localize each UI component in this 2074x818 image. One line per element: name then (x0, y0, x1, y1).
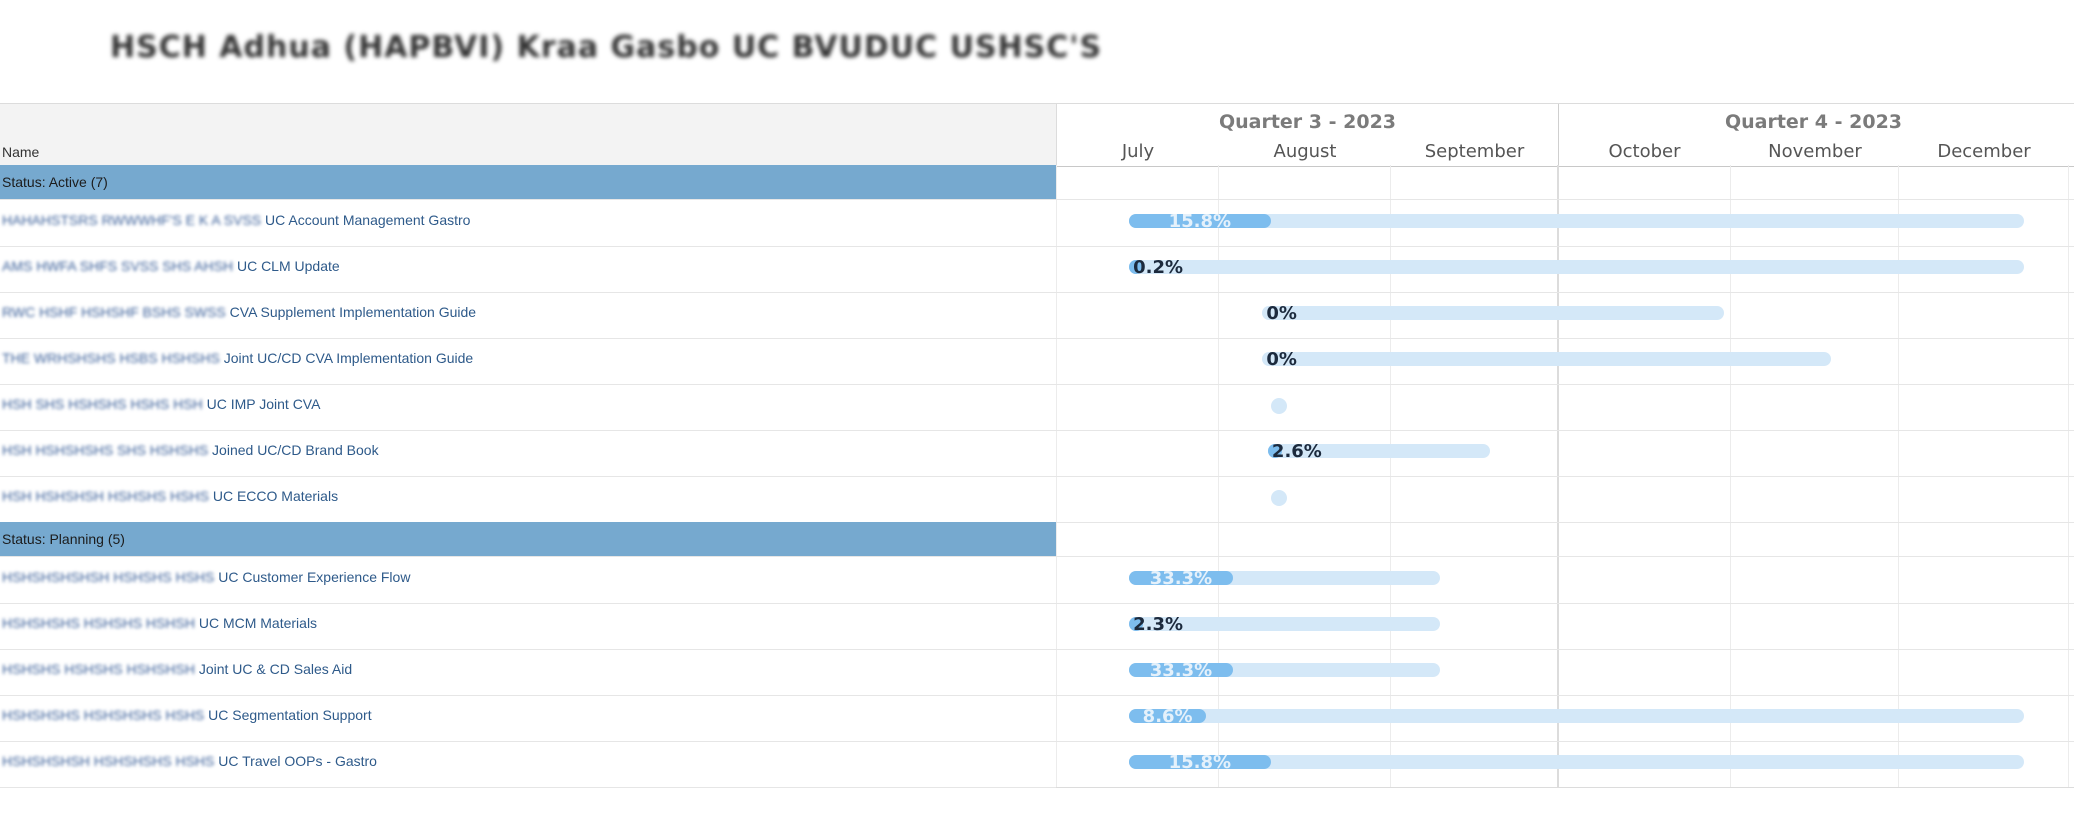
month-label: September (1424, 141, 1525, 162)
task-label: Joined UC/CD Brand Book (208, 442, 379, 458)
task-row[interactable]: HSHSHS HSHSHS HSHSHSH Joint UC & CD Sale… (0, 649, 2074, 696)
task-prefix: HSHSHS HSHSHS HSHSHSH (2, 661, 195, 677)
month-label: July (1121, 141, 1155, 162)
task-name[interactable]: HSHSHSHS HSHSHSHS HSHS UC Segmentation S… (2, 707, 372, 723)
task-progress-fill (1129, 214, 1271, 228)
month-label: November (1768, 141, 1862, 162)
group-band: Status: Active (7) (0, 165, 1056, 199)
group-band: Status: Planning (5) (0, 522, 1056, 556)
task-bar[interactable]: 8.6% (1129, 706, 2025, 727)
task-label: UC Travel OOPs - Gastro (214, 753, 377, 769)
task-row[interactable]: THE WRHSHSHS HSBS HSHSHS Joint UC/CD CVA… (0, 338, 2074, 385)
task-progress-label: 15.8% (1168, 211, 1232, 232)
task-label: Joint UC & CD Sales Aid (194, 661, 353, 677)
task-label: UC Customer Experience Flow (214, 569, 411, 585)
task-progress-fill (1129, 571, 1233, 585)
task-progress-label: 33.3% (1149, 568, 1213, 589)
task-prefix: AMS HWFA SHFS SVSS SHS AHSH (2, 258, 234, 274)
task-name[interactable]: RWC HSHF HSHSHF BSHS SWSS CVA Supplement… (2, 304, 476, 320)
task-progress-label: 8.6% (1142, 706, 1193, 727)
task-label: UC CLM Update (233, 258, 340, 274)
task-bar[interactable]: 33.3% (1129, 568, 1441, 589)
month-label: August (1273, 141, 1337, 162)
report-title: HSCH Adhua (HAPBVI) Kraa Gasbo UC BVUDUC… (110, 30, 1101, 80)
group-label: Status: Planning (5) (2, 531, 125, 547)
task-progress-fill (1129, 755, 1271, 769)
report-title-text: HSCH Adhua (HAPBVI) Kraa Gasbo UC BVUDUC… (110, 30, 1103, 65)
task-name[interactable]: HSHSHS HSHSHS HSHSHSH Joint UC & CD Sale… (2, 661, 352, 677)
task-name[interactable]: HSH SHS HSHSHS HSHS HSH UC IMP Joint CVA (2, 396, 320, 412)
task-prefix: HSH HSHSHSH HSHSHS HSHS (2, 488, 209, 504)
task-bar[interactable]: 0.2% (1129, 257, 2025, 278)
task-progress-fill (1129, 617, 1144, 631)
task-progress-label: 2.6% (1271, 441, 1322, 462)
timeline-header: Quarter 3 - 2023 Quarter 4 - 2023 July Augu… (1056, 103, 2074, 167)
task-bar[interactable]: 15.8% (1129, 752, 2025, 773)
task-row[interactable]: HSHSHSHSHSH HSHSHS HSHS UC Customer Expe… (0, 557, 2074, 604)
task-prefix: RWC HSHF HSHSHF BSHS SWSS (2, 304, 226, 320)
task-prefix: HSHSHSHS HSHSHSHS HSHS (2, 707, 205, 723)
task-progress-label: 15.8% (1168, 752, 1232, 773)
task-row[interactable]: RWC HSHF HSHSHF BSHS SWSS CVA Supplement… (0, 292, 2074, 339)
task-progress-label: 2.3% (1133, 614, 1184, 635)
task-row[interactable]: HSHSHSHS HSHSHS HSHSH UC MCM Materials 2.… (0, 603, 2074, 650)
task-progress-fill (1267, 444, 1282, 458)
task-prefix: THE WRHSHSHS HSBS HSHSHS (2, 350, 220, 366)
quarter-label: Quarter 4 - 2023 (1724, 111, 1903, 133)
task-row[interactable]: HSHSHSHS HSHSHSHS HSHS UC Segmentation S… (0, 695, 2074, 742)
task-label: UC Segmentation Support (204, 707, 372, 723)
task-bar[interactable]: 2.6% (1267, 441, 1491, 462)
task-label: CVA Supplement Implementation Guide (225, 304, 477, 320)
name-column-label: Name (2, 144, 40, 160)
task-label: UC Account Management Gastro (261, 212, 471, 228)
task-name[interactable]: HSH HSHSHSH HSHSHS HSHS UC ECCO Material… (2, 488, 338, 504)
task-name[interactable]: HSHSHSHSH HSHSHSHS HSHS UC Travel OOPs -… (2, 753, 377, 769)
task-label: UC ECCO Materials (208, 488, 339, 504)
task-label: UC IMP Joint CVA (202, 396, 321, 412)
task-prefix: HSHSHSHSHSH HSHSHS HSHS (2, 569, 215, 585)
quarter-label: Quarter 3 - 2023 (1218, 111, 1397, 133)
task-progress-fill (1129, 663, 1233, 677)
task-prefix: HSH HSHSHSHS SHS HSHSHS (2, 442, 209, 458)
group-label: Status: Active (7) (2, 174, 108, 190)
task-bar[interactable]: 33.3% (1129, 660, 1441, 681)
task-progress-label: 0% (1266, 349, 1297, 370)
task-row[interactable]: HSH HSHSHSHS SHS HSHSHS Joined UC/CD Bra… (0, 430, 2074, 477)
grid-bottom-border (1056, 787, 2074, 788)
task-bar[interactable]: 0% (1262, 349, 1831, 370)
milestone-marker[interactable] (1271, 490, 1288, 506)
month-label: December (1937, 141, 2031, 162)
month-label: October (1608, 141, 1681, 162)
task-name[interactable]: HAHAHSTSRS RWWWHF'S E K A SVSS UC Accoun… (2, 212, 470, 228)
task-name[interactable]: HSH HSHSHSHS SHS HSHSHS Joined UC/CD Bra… (2, 442, 379, 458)
task-label: Joint UC/CD CVA Implementation Guide (219, 350, 474, 366)
task-progress-label: 33.3% (1149, 660, 1213, 681)
task-progress-fill (1129, 260, 1144, 274)
task-row[interactable]: HSH SHS HSHSHS HSHS HSH UC IMP Joint CVA (0, 384, 2074, 431)
task-bar[interactable]: 0% (1262, 303, 1725, 324)
task-progress-label: 0.2% (1133, 257, 1184, 278)
task-name[interactable]: HSHSHSHS HSHSHS HSHSH UC MCM Materials (2, 615, 317, 631)
milestone-marker[interactable] (1271, 398, 1288, 414)
task-row[interactable]: HAHAHSTSRS RWWWHF'S E K A SVSS UC Accoun… (0, 200, 2074, 247)
task-prefix: HSHSHSHS HSHSHS HSHSH (2, 615, 195, 631)
task-name[interactable]: HSHSHSHSHSH HSHSHS HSHS UC Customer Expe… (2, 569, 410, 585)
task-row[interactable]: HSHSHSHSH HSHSHSHS HSHS UC Travel OOPs -… (0, 741, 2074, 788)
task-progress-fill (1129, 709, 1207, 723)
task-name[interactable]: THE WRHSHSHS HSBS HSHSHS Joint UC/CD CVA… (2, 350, 473, 366)
task-prefix: HAHAHSTSRS RWWWHF'S E K A SVSS (2, 212, 262, 228)
task-bar[interactable]: 2.3% (1129, 614, 1441, 635)
quarter-divider (1558, 104, 1559, 166)
group-header-row[interactable]: Status: Planning (5) (0, 522, 2074, 557)
group-header-row[interactable]: Status: Active (7) (0, 165, 2074, 200)
task-row[interactable]: AMS HWFA SHFS SVSS SHS AHSH UC CLM Updat… (0, 246, 2074, 293)
task-label: UC MCM Materials (194, 615, 318, 631)
task-progress-label: 0% (1266, 303, 1297, 324)
task-row[interactable]: HSH HSHSHSH HSHSHS HSHS UC ECCO Material… (0, 476, 2074, 523)
task-prefix: HSH SHS HSHSHS HSHS HSH (2, 396, 203, 412)
task-bar[interactable]: 15.8% (1129, 211, 2025, 232)
name-column-header: Name (0, 103, 1056, 167)
task-prefix: HSHSHSHSH HSHSHSHS HSHS (2, 753, 215, 769)
task-name[interactable]: AMS HWFA SHFS SVSS SHS AHSH UC CLM Updat… (2, 258, 340, 274)
